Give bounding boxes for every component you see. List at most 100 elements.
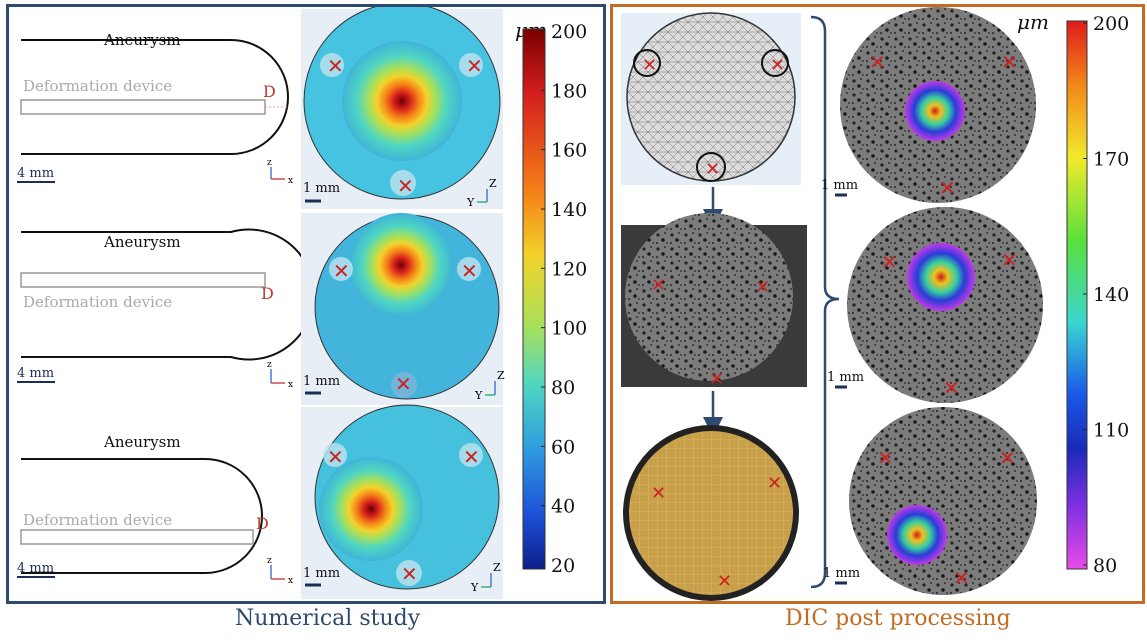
- scale-bar-label: 4 mm: [17, 166, 54, 181]
- svg-text:x: x: [288, 380, 293, 390]
- yz-axes-icon: Z Y: [470, 561, 501, 594]
- xz-axes-icon: z x: [267, 556, 293, 586]
- colorbar-tick-label: 60: [551, 436, 575, 458]
- marker-x-icon: ✕: [943, 376, 960, 400]
- dic-scale-label: 1 mm: [827, 370, 864, 385]
- svg-text:Y: Y: [470, 581, 479, 594]
- scale-bar-label: 4 mm: [17, 366, 54, 381]
- svg-text:z: z: [267, 360, 272, 370]
- marker-x-icon: ✕: [877, 446, 894, 470]
- colorbar-ticks: 200 170 140 110 80: [1083, 13, 1129, 577]
- marker-x-icon: ✕: [466, 54, 483, 78]
- marker-x-icon: ✕: [939, 176, 956, 200]
- colorbar-tick-label: 40: [551, 496, 575, 518]
- marker-x-icon: ✕: [953, 566, 970, 590]
- yz-axes-icon: Z Y: [466, 177, 497, 209]
- svg-text:Z: Z: [489, 177, 497, 190]
- schematic-row-1: Aneurysm Deformation device D 4 mm z x: [17, 31, 293, 186]
- aneurysm-label: Aneurysm: [103, 31, 181, 49]
- colorbar-tick-label: 140: [1093, 284, 1129, 306]
- marker-x-icon: ✕: [642, 55, 657, 76]
- d-label: D: [256, 514, 269, 533]
- colorbar-tick-label: 100: [551, 318, 587, 340]
- svg-text:Y: Y: [474, 389, 483, 402]
- svg-text:z: z: [267, 556, 272, 566]
- aneurysm-outline: [21, 39, 289, 155]
- scale-bar-label: 4 mm: [17, 561, 54, 576]
- deformation-device-shape: [20, 99, 266, 115]
- colorbar-tick-label: 120: [551, 258, 587, 280]
- simulation-result-1: ✕ ✕ ✕ 1 mm Z Y: [303, 2, 501, 209]
- marker-x-icon: ✕: [717, 571, 732, 592]
- dic-scale-label: 1 mm: [823, 566, 860, 581]
- colorbar-gradient: [1066, 20, 1088, 570]
- schematic-row-2: Aneurysm Deformation device D 4 mm z x: [17, 228, 315, 390]
- marker-x-icon: ✕: [709, 369, 724, 390]
- xz-axes-icon: z x: [267, 158, 293, 186]
- subset-mesh-image: ✕ ✕ ✕: [623, 425, 799, 601]
- colorbar-tick-label: 140: [551, 199, 587, 221]
- dic-result-2: ✕ ✕ ✕ 1 mm: [827, 207, 1043, 403]
- simulation-result-3: ✕ ✕ ✕ 1 mm Z Y: [303, 404, 501, 594]
- svg-text:Z: Z: [493, 561, 501, 574]
- numerical-study-caption: Numerical study: [235, 606, 421, 631]
- colorbar-unit: μm: [1017, 10, 1049, 34]
- svg-text:x: x: [288, 176, 293, 186]
- marker-x-icon: ✕: [327, 54, 344, 78]
- dic-result-3: ✕ ✕ ✕ 1 mm: [823, 407, 1037, 595]
- svg-text:x: x: [288, 576, 293, 586]
- d-label: D: [263, 82, 276, 101]
- speckle-image: ✕ ✕ ✕: [621, 213, 807, 390]
- sim-scale-label: 1 mm: [303, 181, 340, 196]
- marker-x-icon: ✕: [333, 259, 350, 283]
- marker-x-icon: ✕: [461, 259, 478, 283]
- simulation-result-2: ✕ ✕ ✕ 1 mm Z Y: [303, 213, 505, 402]
- svg-text:Y: Y: [466, 196, 475, 209]
- marker-x-icon: ✕: [705, 159, 720, 180]
- deformation-device-label: Deformation device: [23, 511, 172, 529]
- xz-axes-icon: z x: [267, 360, 293, 390]
- schematic-row-3: Aneurysm Deformation device D 4 mm z x: [17, 433, 293, 586]
- marker-x-icon: ✕: [755, 277, 770, 298]
- marker-x-icon: ✕: [999, 446, 1016, 470]
- dic-post-processing-panel: ✕ ✕ ✕ ✕ ✕ ✕ ✕ ✕ ✕ ✕ ✕ ✕ 1 m: [610, 4, 1145, 604]
- deformation-device-label: Deformation device: [23, 77, 172, 95]
- marker-x-icon: ✕: [401, 562, 418, 586]
- marker-x-icon: ✕: [869, 50, 886, 74]
- dic-result-1: ✕ ✕ ✕ 1 mm: [821, 7, 1036, 203]
- deformation-device-shape: [20, 272, 266, 288]
- marker-x-icon: ✕: [881, 250, 898, 274]
- colorbar-tick-label: 80: [551, 377, 575, 399]
- colorbar-tick-label: 200: [1093, 13, 1129, 35]
- bracket: [810, 15, 840, 589]
- colorbar-tick-label: 80: [1093, 555, 1117, 577]
- marker-x-icon: ✕: [1001, 248, 1018, 272]
- marker-x-icon: ✕: [397, 174, 414, 198]
- mesh-image: ✕ ✕ ✕: [621, 12, 801, 185]
- dic-scale-label: 1 mm: [821, 178, 858, 193]
- aneurysm-label: Aneurysm: [103, 233, 181, 251]
- colorbar-tick-label: 20: [551, 555, 575, 577]
- aneurysm-label: Aneurysm: [103, 433, 181, 451]
- colorbar-tick-label: 180: [551, 80, 587, 102]
- yz-axes-icon: Z Y: [474, 369, 505, 402]
- svg-text:Z: Z: [497, 369, 505, 382]
- marker-x-icon: ✕: [770, 55, 785, 76]
- marker-x-icon: ✕: [1001, 50, 1018, 74]
- colorbar-tick-label: 170: [1093, 149, 1129, 171]
- aneurysm-outline: [21, 458, 263, 574]
- deformation-device-shape: [20, 529, 254, 545]
- deformation-device-label: Deformation device: [23, 293, 172, 311]
- sim-scale-label: 1 mm: [303, 566, 340, 581]
- colorbar-gradient: [522, 28, 546, 570]
- dic-figure: ✕ ✕ ✕ ✕ ✕ ✕ ✕ ✕ ✕ ✕ ✕ ✕ 1 m: [621, 7, 1129, 601]
- marker-x-icon: ✕: [463, 445, 480, 469]
- colorbar-right: μm 200 170 140 110 80: [1017, 10, 1129, 577]
- svg-text:z: z: [267, 158, 272, 168]
- marker-x-icon: ✕: [651, 275, 666, 296]
- numerical-study-figure: Aneurysm Deformation device D 4 mm z x A…: [17, 2, 587, 599]
- sim-scale-label: 1 mm: [303, 374, 340, 389]
- colorbar-tick-label: 200: [551, 21, 587, 43]
- d-label: D: [261, 284, 274, 303]
